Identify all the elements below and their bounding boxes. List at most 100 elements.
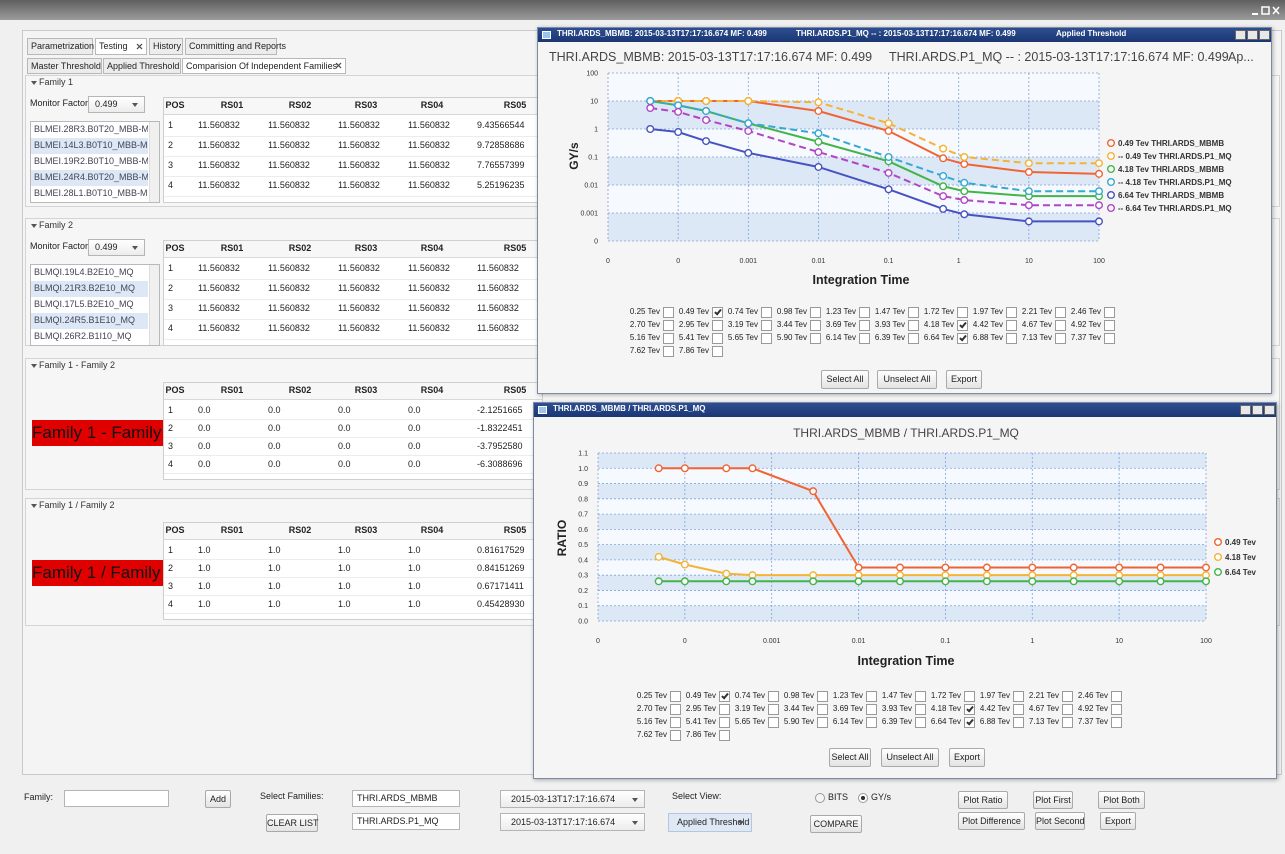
- list-item[interactable]: BLMEI.28R3.B0T20_MBB-MBA: [34, 124, 148, 134]
- checkbox[interactable]: [866, 717, 877, 728]
- checkbox[interactable]: [670, 691, 681, 702]
- button[interactable]: CLEAR LIST: [266, 814, 319, 832]
- checkbox[interactable]: [817, 691, 828, 702]
- button[interactable]: Plot Difference: [958, 812, 1025, 830]
- window-button[interactable]: [1247, 30, 1258, 40]
- checkbox[interactable]: [663, 346, 674, 357]
- checkbox[interactable]: [859, 333, 870, 344]
- close-icon[interactable]: [136, 43, 143, 50]
- checkbox[interactable]: [817, 717, 828, 728]
- checkbox[interactable]: [866, 704, 877, 715]
- window-button[interactable]: [1240, 405, 1251, 415]
- checkbox[interactable]: [1013, 704, 1024, 715]
- checkbox[interactable]: [761, 307, 772, 318]
- checkbox[interactable]: [859, 320, 870, 331]
- list-item[interactable]: BLMQI.21R3.B2E10_MQ: [31, 281, 148, 297]
- checkbox[interactable]: [670, 704, 681, 715]
- monitor-combo[interactable]: 0.499: [88, 96, 145, 113]
- checkbox[interactable]: [915, 691, 926, 702]
- checkbox[interactable]: [1062, 717, 1073, 728]
- radio[interactable]: [815, 793, 825, 803]
- button[interactable]: Plot Ratio: [958, 791, 1008, 809]
- checkbox[interactable]: [810, 320, 821, 331]
- button[interactable]: Plot Second: [1035, 812, 1085, 830]
- checkbox[interactable]: [768, 717, 779, 728]
- checkbox[interactable]: [712, 333, 723, 344]
- checkbox[interactable]: [915, 717, 926, 728]
- list-item[interactable]: BLMEI.28L1.B0T10_MBB-MBA: [34, 188, 148, 198]
- checkbox[interactable]: [761, 333, 772, 344]
- checkbox[interactable]: [1006, 333, 1017, 344]
- checkbox[interactable]: [964, 691, 975, 702]
- list-item[interactable]: BLMQI.26R2.B1I10_MQ: [34, 331, 132, 341]
- checkbox[interactable]: [768, 704, 779, 715]
- text-field[interactable]: THRI.ARDS.P1_MQ: [352, 813, 460, 830]
- combo-box[interactable]: 2015-03-13T17:17:16.674: [500, 790, 645, 808]
- checkbox[interactable]: [1111, 704, 1122, 715]
- checkbox[interactable]: [810, 307, 821, 318]
- checkbox[interactable]: [908, 333, 919, 344]
- checkbox[interactable]: [1062, 691, 1073, 702]
- text-field[interactable]: THRI.ARDS_MBMB: [352, 790, 460, 807]
- list-item[interactable]: BLMQI.17L5.B2E10_MQ: [34, 299, 134, 309]
- list-item[interactable]: BLMEI.14L3.B0T10_MBB-MBA: [31, 138, 148, 154]
- checkbox[interactable]: [719, 717, 730, 728]
- button[interactable]: Export: [949, 748, 985, 767]
- checkbox[interactable]: [719, 730, 730, 741]
- tab[interactable]: Parametrization: [27, 38, 94, 55]
- checkbox[interactable]: [670, 730, 681, 741]
- subtab[interactable]: Applied Threshold: [103, 58, 181, 74]
- checkbox[interactable]: [1111, 717, 1122, 728]
- checkbox[interactable]: [719, 704, 730, 715]
- checkbox[interactable]: [1104, 307, 1115, 318]
- checkbox[interactable]: [810, 333, 821, 344]
- window-button[interactable]: [1235, 30, 1246, 40]
- tab[interactable]: History: [149, 38, 183, 55]
- subtab[interactable]: Master Threshold: [27, 58, 102, 74]
- checkbox[interactable]: [859, 307, 870, 318]
- checkbox[interactable]: [964, 717, 975, 728]
- button[interactable]: Add: [205, 790, 231, 808]
- window-button[interactable]: [1259, 30, 1270, 40]
- checkbox[interactable]: [768, 691, 779, 702]
- checkbox[interactable]: [1006, 307, 1017, 318]
- button[interactable]: Select All: [821, 370, 869, 389]
- close-icon[interactable]: [335, 62, 342, 69]
- checkbox[interactable]: [957, 333, 968, 344]
- checkbox[interactable]: [908, 320, 919, 331]
- checkbox[interactable]: [663, 320, 674, 331]
- list-item[interactable]: BLMEI.24R4.B0T20_MBB-MBA: [31, 170, 148, 186]
- checkbox[interactable]: [1055, 320, 1066, 331]
- button[interactable]: Unselect All: [877, 370, 937, 389]
- monitor-combo[interactable]: 0.499: [88, 239, 145, 256]
- checkbox[interactable]: [1006, 320, 1017, 331]
- checkbox[interactable]: [663, 333, 674, 344]
- tab[interactable]: Committing and Reports: [185, 38, 286, 55]
- button[interactable]: Export: [1100, 812, 1136, 830]
- button[interactable]: Plot Both: [1098, 791, 1145, 809]
- checkbox[interactable]: [712, 320, 723, 331]
- checkbox[interactable]: [1055, 307, 1066, 318]
- checkbox[interactable]: [663, 307, 674, 318]
- list-item[interactable]: BLMEI.19R2.B0T10_MBB-MBA: [34, 156, 148, 166]
- button[interactable]: Plot First: [1033, 791, 1073, 809]
- checkbox[interactable]: [866, 691, 877, 702]
- checkbox[interactable]: [908, 307, 919, 318]
- list-item[interactable]: BLMQI.19L4.B2E10_MQ: [34, 267, 134, 277]
- checkbox[interactable]: [761, 320, 772, 331]
- subtab[interactable]: Comparision Of Independent Families: [182, 58, 346, 74]
- window-button[interactable]: [1252, 405, 1263, 415]
- checkbox[interactable]: [1111, 691, 1122, 702]
- combo-box[interactable]: 2015-03-13T17:17:16.674: [500, 813, 645, 831]
- combo-box[interactable]: Applied Threshold: [668, 813, 752, 832]
- checkbox[interactable]: [670, 717, 681, 728]
- checkbox[interactable]: [712, 346, 723, 357]
- button[interactable]: Unselect All: [881, 748, 939, 767]
- checkbox[interactable]: [1104, 333, 1115, 344]
- window-controls[interactable]: [1250, 4, 1282, 16]
- tab[interactable]: Testing: [95, 38, 147, 55]
- checkbox[interactable]: [1055, 333, 1066, 344]
- button[interactable]: Select All: [829, 748, 871, 767]
- button[interactable]: Export: [946, 370, 982, 389]
- checkbox[interactable]: [817, 704, 828, 715]
